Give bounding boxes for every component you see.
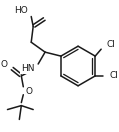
- Text: O: O: [0, 60, 7, 69]
- Text: Cl: Cl: [106, 40, 115, 49]
- Text: Cl: Cl: [109, 71, 118, 80]
- Text: O: O: [25, 87, 32, 96]
- Text: HN: HN: [21, 64, 34, 74]
- Text: HO: HO: [15, 6, 28, 15]
